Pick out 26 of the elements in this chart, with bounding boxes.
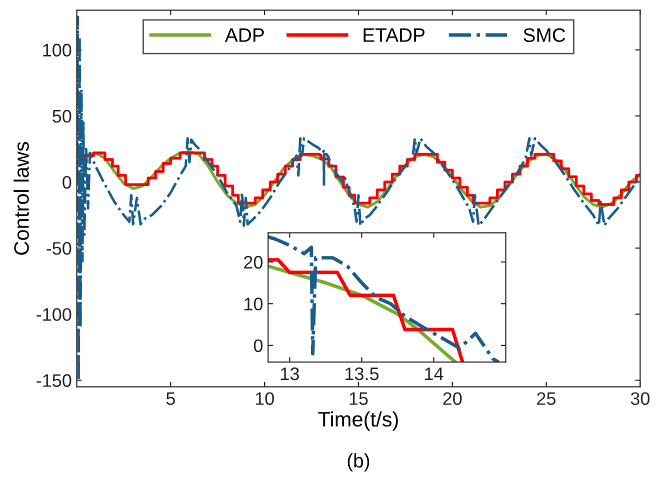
- y-tick-label: 0: [62, 176, 72, 189]
- text: (b): [348, 453, 370, 472]
- y-tick-label: 100: [43, 44, 72, 57]
- legend-label: ADP: [224, 28, 264, 42]
- x-axis-title: Time(t/s): [318, 411, 398, 431]
- x-tick-label: 13.5: [346, 367, 379, 380]
- legend-label: SMC: [524, 28, 566, 42]
- y-tick-label: 10: [244, 298, 263, 310]
- legend-label: ETADP: [364, 28, 424, 42]
- x-tick-label: 15: [350, 392, 368, 405]
- x-tick-label: 13: [281, 367, 299, 380]
- x-tick-label: 10: [256, 392, 274, 405]
- y-tick-label: 0: [254, 339, 263, 352]
- y-tick-label: 50: [52, 110, 72, 123]
- y-tick-label: -100: [36, 308, 72, 321]
- y-tick-label: -150: [36, 374, 72, 387]
- y-tick-label: -50: [46, 242, 72, 255]
- y-tick-label: 20: [244, 256, 263, 269]
- x-tick-label: 14: [425, 368, 444, 380]
- line-series: [76, 16, 640, 382]
- line-series: [268, 235, 500, 362]
- x-tick-label: 5: [166, 392, 175, 405]
- x-tick-label: 25: [537, 392, 556, 405]
- y-axis-title: Control laws: [14, 142, 29, 255]
- x-tick-label: 20: [443, 392, 462, 405]
- x-tick-label: 30: [630, 392, 650, 405]
